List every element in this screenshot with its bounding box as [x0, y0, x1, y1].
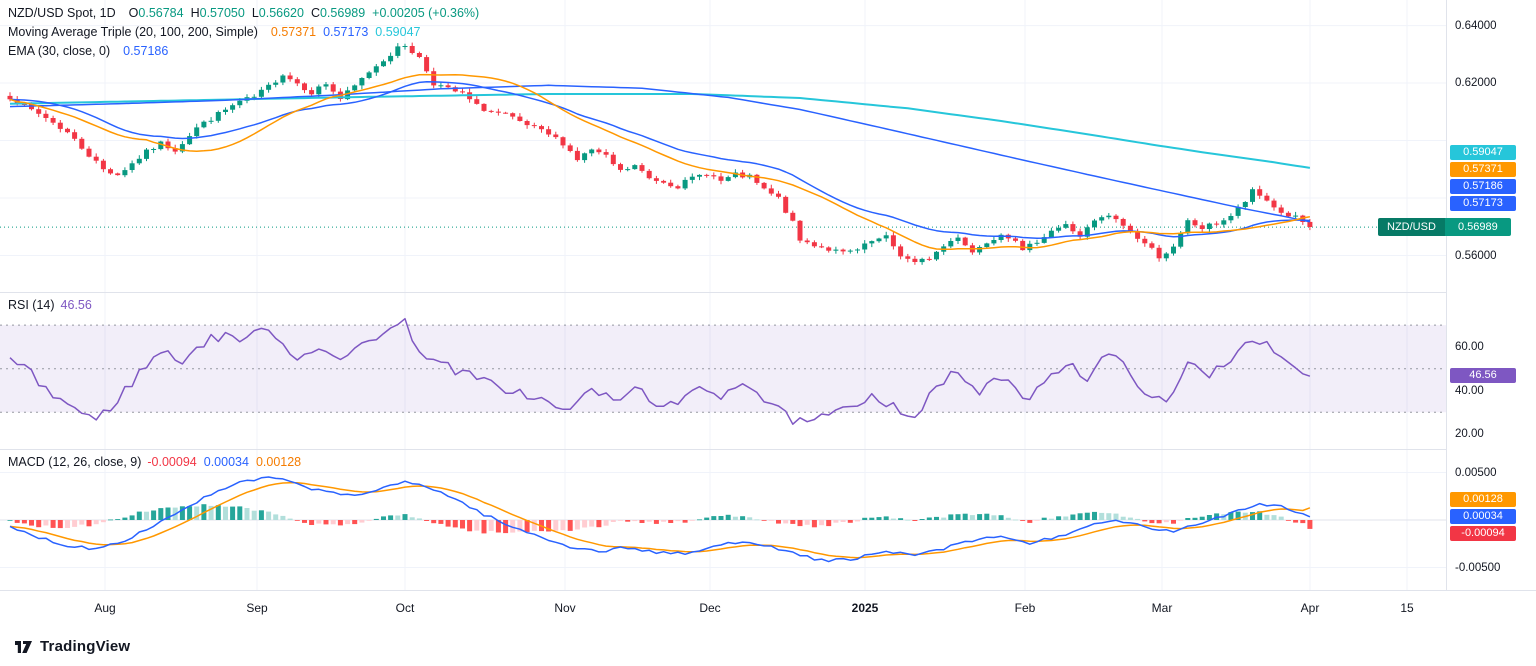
macd-axis-tick: -0.00500: [1455, 561, 1501, 574]
macd-legend: MACD (12, 26, close, 9) -0.00094 0.00034…: [8, 454, 301, 470]
macd-value-badge: 0.00128: [1450, 491, 1516, 507]
ma-triple-label[interactable]: Moving Average Triple (20, 100, 200, Sim…: [8, 25, 258, 39]
rsi-pane: [0, 293, 1446, 450]
bottom-bar: TradingView: [0, 627, 1536, 666]
time-axis-label: Aug: [94, 601, 116, 615]
price-pane-canvas[interactable]: [0, 0, 1446, 293]
time-axis-label: Nov: [554, 601, 576, 615]
time-axis-label: Apr: [1300, 601, 1320, 615]
sma20-value: 0.57371: [270, 25, 317, 39]
macd-histogram: [7, 504, 1313, 534]
low-label: L: [251, 6, 259, 20]
price-axis-tick: 0.62000: [1455, 77, 1497, 90]
macd-value-badge: 0.00034: [1450, 508, 1516, 524]
sma100-value: 0.57173: [323, 25, 369, 39]
rsi-axis-tick: 40.00: [1455, 384, 1484, 397]
time-axis-label: Sep: [246, 601, 268, 615]
rsi-axis-tick: 60.00: [1455, 340, 1484, 353]
open-label: O: [128, 6, 139, 20]
time-scale[interactable]: Aug Sep Oct Nov Dec 2025 Feb Mar Apr 15: [0, 590, 1536, 628]
open-value: 0.56784: [138, 6, 184, 20]
pane-separator[interactable]: [0, 449, 1536, 450]
time-axis-label: Dec: [699, 601, 721, 615]
indicator-price-badge: 0.57173: [1450, 196, 1516, 212]
change-value: +0.00205 (+0.36%): [372, 6, 480, 20]
low-value: 0.56620: [258, 6, 304, 20]
price-scale[interactable]: 0.64000 0.62000 0.56000 0.59047 0.57371 0.571…: [1378, 0, 1536, 626]
symbol-title[interactable]: NZD/USD Spot, 1D: [8, 6, 116, 20]
macd-value-badge: -0.00094: [1450, 525, 1516, 541]
macd-pane-canvas[interactable]: [0, 450, 1446, 590]
high-label: H: [190, 6, 200, 20]
price-axis-tick: 0.56000: [1455, 249, 1497, 262]
indicator-price-badge: 0.57371: [1450, 162, 1516, 178]
price-pane: [0, 0, 1446, 293]
macd-signal-value: 0.00128: [255, 455, 302, 469]
high-value: 0.57050: [199, 6, 245, 20]
time-axis-label: 15: [1400, 601, 1414, 615]
rsi-value-badge: 46.56: [1450, 368, 1516, 384]
rsi-axis-tick: 20.00: [1455, 428, 1484, 441]
close-label: C: [310, 6, 320, 20]
candles: [7, 42, 1313, 265]
rsi-value: 46.56: [60, 298, 92, 312]
time-axis-label: Mar: [1151, 601, 1173, 615]
price-legend: NZD/USD Spot, 1D O 0.56784 H 0.57050 L 0.56…: [8, 5, 479, 59]
ema-value: 0.57186: [123, 44, 169, 58]
time-axis-label: Feb: [1014, 601, 1036, 615]
indicator-price-badge: 0.57186: [1450, 179, 1516, 195]
time-axis-label: Oct: [395, 601, 415, 615]
rsi-legend: RSI (14) 46.56: [8, 297, 92, 313]
indicator-price-badge: 0.59047: [1450, 145, 1516, 161]
macd-line-value: 0.00034: [203, 455, 249, 469]
symbol-ohlc-row[interactable]: NZD/USD Spot, 1D O 0.56784 H 0.57050 L 0.56…: [8, 5, 479, 21]
pane-separator[interactable]: [0, 292, 1536, 293]
macd-label[interactable]: MACD (12, 26, close, 9): [8, 455, 142, 469]
ema-label[interactable]: EMA (30, close, 0): [8, 44, 111, 58]
price-axis-tick: 0.64000: [1455, 19, 1497, 32]
time-axis-label: 2025: [851, 601, 879, 615]
macd-pane: [0, 450, 1446, 590]
macd-hist-value: -0.00094: [147, 455, 197, 469]
ema-row[interactable]: EMA (30, close, 0) 0.57186: [8, 43, 479, 59]
ma-triple-row[interactable]: Moving Average Triple (20, 100, 200, Sim…: [8, 24, 479, 40]
tradingview-logo-text[interactable]: TradingView: [40, 638, 131, 655]
last-price-badge: NZD/USD 0.56989: [1378, 218, 1511, 237]
macd-axis-tick: 0.00500: [1455, 466, 1497, 479]
sma200-value: 0.59047: [375, 25, 421, 39]
symbol-badge-label: NZD/USD: [1378, 218, 1445, 237]
rsi-row[interactable]: RSI (14) 46.56: [8, 297, 92, 313]
macd-row[interactable]: MACD (12, 26, close, 9) -0.00094 0.00034…: [8, 454, 301, 470]
rsi-pane-canvas[interactable]: [0, 293, 1446, 450]
tradingview-logo-icon[interactable]: [14, 639, 33, 655]
last-price-value: 0.56989: [1444, 218, 1511, 237]
rsi-label[interactable]: RSI (14): [8, 298, 55, 312]
close-value: 0.56989: [319, 6, 366, 20]
